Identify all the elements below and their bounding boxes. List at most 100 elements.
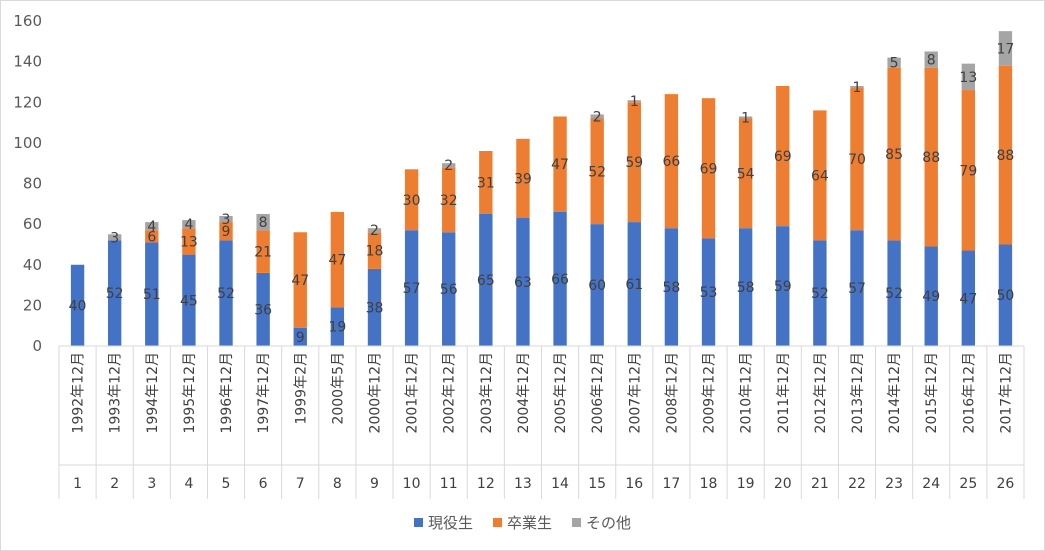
x-category-index-label: 2	[110, 476, 119, 492]
x-category-label: 2014年12月	[887, 352, 903, 433]
data-label: 3	[222, 212, 231, 228]
x-category-index-label: 1	[73, 476, 82, 492]
bar-segment	[850, 86, 864, 89]
data-label: 13	[959, 70, 977, 86]
x-category-index-label: 24	[922, 476, 940, 492]
bar-segment	[145, 230, 159, 243]
bar-segment	[404, 230, 419, 346]
x-category-label: 2005年12月	[553, 352, 569, 433]
x-category-label: 2010年12月	[739, 352, 755, 433]
x-category-index-label: 16	[625, 476, 643, 492]
data-label: 1	[853, 80, 862, 96]
data-label: 4	[184, 217, 193, 233]
bar-segment	[367, 268, 382, 346]
data-label: 54	[737, 166, 755, 182]
data-label: 66	[662, 154, 680, 170]
bar-segment	[182, 220, 196, 229]
data-label: 57	[403, 281, 421, 297]
bar-segment	[70, 264, 85, 346]
data-label: 8	[259, 215, 268, 231]
bar-segment	[145, 242, 159, 346]
data-label: 88	[997, 148, 1015, 164]
data-label: 21	[254, 245, 272, 261]
x-category-index-label: 22	[848, 476, 866, 492]
bar-segment	[813, 240, 827, 346]
data-label: 8	[927, 53, 936, 69]
bar-segment	[664, 228, 679, 346]
x-category-index-label: 5	[222, 476, 231, 492]
x-category-label: 1995年12月	[182, 352, 198, 433]
x-category-label: 2013年12月	[850, 352, 866, 433]
data-label: 3	[110, 230, 119, 246]
bar-segment	[219, 222, 233, 241]
bar-segment	[627, 100, 641, 103]
data-label: 85	[885, 147, 903, 163]
x-category-index-label: 3	[147, 476, 156, 492]
x-category-label: 2000年12月	[367, 352, 383, 433]
data-label: 59	[625, 155, 643, 171]
x-category-label: 1999年2月	[293, 352, 309, 425]
bar-segment	[887, 240, 901, 346]
x-category-label: 2009年12月	[702, 352, 718, 433]
data-label: 32	[440, 193, 458, 209]
legend-item: 現役生	[413, 512, 473, 533]
x-category-index-label: 10	[403, 476, 421, 492]
bar-segment	[182, 228, 196, 255]
data-label: 1	[741, 110, 750, 126]
data-label: 88	[922, 150, 940, 166]
bar-segment	[924, 67, 938, 247]
bar-segment	[627, 222, 641, 346]
x-category-index-label: 14	[551, 476, 569, 492]
data-label: 5	[890, 56, 899, 72]
data-label: 9	[222, 224, 231, 240]
data-label: 65	[477, 273, 495, 289]
data-label: 58	[662, 280, 680, 296]
x-category-index-label: 12	[477, 476, 495, 492]
data-label: 50	[997, 288, 1015, 304]
bar-segment	[479, 213, 493, 346]
bar-segment	[924, 51, 938, 68]
bar-segment	[330, 211, 345, 308]
x-category-label: 2006年12月	[590, 352, 606, 433]
bar-segment	[998, 31, 1013, 66]
y-tick-label: 20	[23, 296, 42, 314]
x-category-index-label: 17	[662, 476, 680, 492]
x-category-index-label: 25	[959, 476, 977, 492]
data-label: 52	[588, 164, 606, 180]
bar-segment	[664, 94, 679, 229]
x-category-label: 2016年12月	[961, 352, 977, 433]
x-category-index-label: 15	[588, 476, 606, 492]
bar-segment	[107, 240, 122, 346]
x-category-index-label: 6	[259, 476, 268, 492]
y-tick-label: 120	[13, 93, 42, 111]
bar-segment	[850, 88, 864, 231]
x-category-label: 2008年12月	[664, 352, 680, 433]
bar-segment	[813, 110, 827, 241]
bar-segment	[256, 230, 270, 273]
data-label: 56	[440, 282, 458, 298]
bar-segment	[516, 218, 530, 346]
x-category-index-label: 9	[370, 476, 379, 492]
bar-segment	[701, 98, 716, 239]
data-label: 9	[296, 330, 305, 346]
data-label: 4	[147, 219, 156, 235]
data-label: 52	[885, 286, 903, 302]
bar-segment	[219, 216, 233, 223]
bar-segment	[404, 169, 419, 231]
data-label: 69	[774, 149, 792, 165]
bar-segment	[998, 244, 1013, 346]
legend-label: 卒業生	[506, 514, 552, 532]
bar-segment	[738, 118, 753, 229]
bar-segment	[442, 232, 456, 346]
bar-segment	[924, 246, 938, 346]
bar-segment	[219, 240, 233, 346]
y-tick-label: 160	[13, 12, 42, 30]
legend-swatch	[492, 518, 502, 527]
bar-segment	[887, 57, 901, 68]
bar-segment	[590, 224, 604, 346]
x-category-index-label: 11	[440, 476, 458, 492]
bar-segment	[256, 272, 270, 346]
data-label: 52	[811, 286, 829, 302]
bar-segment	[776, 226, 790, 346]
legend-swatch	[572, 518, 581, 527]
